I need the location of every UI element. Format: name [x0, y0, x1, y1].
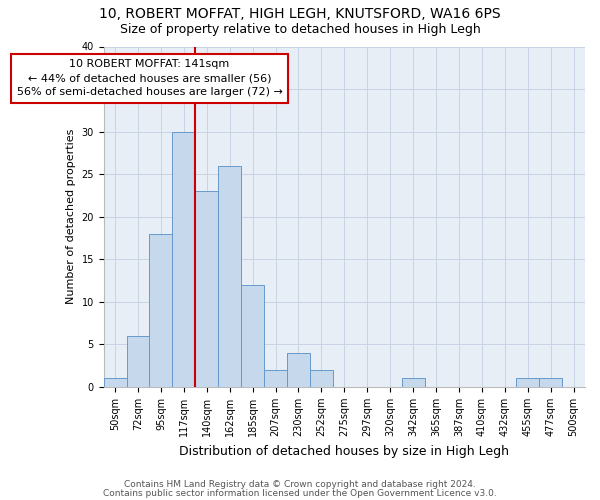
- Bar: [310, 370, 333, 387]
- Text: Contains HM Land Registry data © Crown copyright and database right 2024.: Contains HM Land Registry data © Crown c…: [124, 480, 476, 489]
- Bar: [196, 191, 218, 387]
- Bar: [539, 378, 562, 387]
- Bar: [218, 166, 241, 387]
- Bar: [516, 378, 539, 387]
- Text: 10, ROBERT MOFFAT, HIGH LEGH, KNUTSFORD, WA16 6PS: 10, ROBERT MOFFAT, HIGH LEGH, KNUTSFORD,…: [99, 8, 501, 22]
- Text: 10 ROBERT MOFFAT: 141sqm
← 44% of detached houses are smaller (56)
56% of semi-d: 10 ROBERT MOFFAT: 141sqm ← 44% of detach…: [17, 60, 283, 98]
- Bar: [149, 234, 172, 387]
- Bar: [172, 132, 196, 387]
- Bar: [104, 378, 127, 387]
- Bar: [241, 285, 264, 387]
- Bar: [264, 370, 287, 387]
- Bar: [287, 353, 310, 387]
- Bar: [127, 336, 149, 387]
- Text: Size of property relative to detached houses in High Legh: Size of property relative to detached ho…: [119, 22, 481, 36]
- Text: Contains public sector information licensed under the Open Government Licence v3: Contains public sector information licen…: [103, 489, 497, 498]
- Y-axis label: Number of detached properties: Number of detached properties: [66, 129, 76, 304]
- X-axis label: Distribution of detached houses by size in High Legh: Distribution of detached houses by size …: [179, 444, 509, 458]
- Bar: [401, 378, 425, 387]
